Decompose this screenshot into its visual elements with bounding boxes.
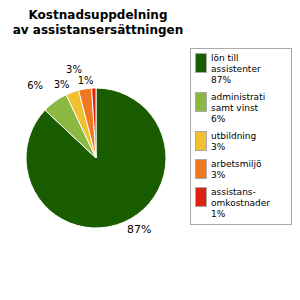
html-text:lön till assistenter 87%: lön till assistenter 87%: [211, 53, 261, 85]
svg-text:87%: 87%: [127, 223, 151, 236]
svg-text:3%: 3%: [54, 79, 70, 90]
svg-text:6%: 6%: [27, 80, 43, 91]
html-text:administrati samt vinst 6%: administrati samt vinst 6%: [211, 92, 266, 124]
html-text:assistans- omkostnader 1%: assistans- omkostnader 1%: [211, 187, 271, 219]
html-text:Kostnadsuppdelning av assistan: Kostnadsuppdelning av assistansersättnin…: [12, 8, 184, 37]
svg-text:3%: 3%: [66, 64, 82, 75]
html-text:utbildning 3%: utbildning 3%: [211, 131, 257, 152]
svg-text:1%: 1%: [78, 75, 94, 86]
html-text:arbetsmiljö 3%: arbetsmiljö 3%: [211, 159, 262, 180]
